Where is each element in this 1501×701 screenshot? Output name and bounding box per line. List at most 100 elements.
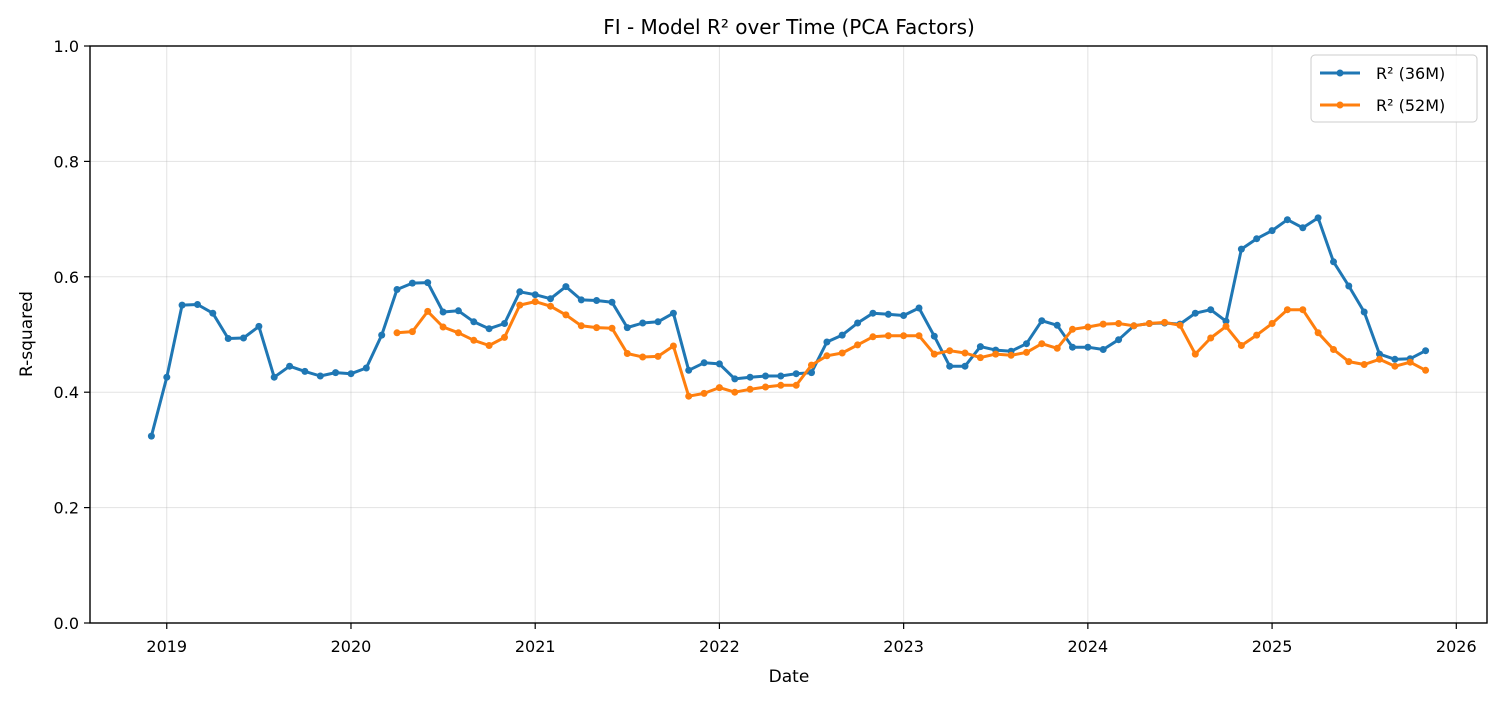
- data-point: [946, 347, 954, 355]
- y-tick-label: 0.2: [54, 499, 79, 518]
- data-point: [823, 352, 831, 360]
- data-point: [1161, 318, 1169, 326]
- data-point: [838, 349, 846, 357]
- data-point: [1130, 322, 1138, 330]
- data-point: [1376, 350, 1383, 358]
- data-point: [884, 310, 892, 318]
- data-point: [362, 364, 370, 372]
- data-point: [593, 324, 601, 332]
- data-point: [1330, 346, 1337, 353]
- data-point: [1406, 358, 1414, 366]
- data-point: [1145, 320, 1153, 327]
- data-point: [1422, 366, 1430, 374]
- data-point: [715, 360, 723, 368]
- y-tick-label: 0.0: [54, 614, 79, 633]
- data-point: [1253, 331, 1261, 339]
- data-point: [639, 319, 647, 327]
- data-point: [178, 301, 186, 309]
- data-point: [516, 301, 524, 309]
- y-tick-label: 0.4: [54, 383, 79, 402]
- data-point: [1422, 347, 1430, 355]
- legend-marker-36m: [1336, 69, 1344, 77]
- data-point: [1314, 329, 1322, 337]
- data-point: [439, 323, 447, 331]
- data-point: [869, 309, 877, 317]
- data-point: [378, 331, 386, 339]
- data-point: [1299, 224, 1307, 232]
- data-point: [577, 322, 585, 330]
- data-point: [792, 370, 800, 378]
- data-point: [639, 353, 647, 361]
- data-point: [531, 298, 539, 306]
- data-point: [915, 304, 923, 312]
- data-point: [147, 432, 155, 440]
- data-point: [976, 343, 984, 351]
- data-point: [301, 367, 309, 375]
- series-1: [393, 298, 1430, 400]
- data-point: [746, 385, 754, 393]
- data-point: [1053, 344, 1061, 352]
- data-point: [1069, 325, 1076, 333]
- data-point: [1115, 320, 1123, 327]
- x-tick-label: 2020: [331, 637, 372, 656]
- data-point: [1007, 351, 1015, 359]
- data-point: [577, 296, 585, 304]
- data-point: [654, 318, 662, 326]
- data-point: [946, 362, 954, 370]
- data-point: [731, 375, 739, 383]
- data-point: [854, 341, 862, 349]
- data-point: [1314, 214, 1322, 222]
- data-point: [408, 279, 416, 287]
- data-point: [316, 372, 324, 380]
- data-point: [439, 308, 447, 316]
- data-point: [1268, 227, 1276, 235]
- data-point: [1115, 336, 1123, 344]
- y-tick-label: 0.8: [54, 152, 79, 171]
- data-point: [224, 335, 232, 342]
- data-point: [792, 381, 800, 389]
- y-tick-label: 0.6: [54, 268, 79, 287]
- data-point: [746, 373, 754, 381]
- data-point: [608, 324, 616, 332]
- data-point: [1191, 350, 1199, 358]
- data-point: [1191, 309, 1199, 317]
- data-point: [777, 372, 785, 380]
- data-point: [454, 307, 462, 315]
- data-point: [823, 338, 831, 346]
- x-tick-label: 2023: [883, 637, 924, 656]
- data-point: [1176, 321, 1184, 329]
- data-point: [669, 309, 677, 317]
- legend-label-52m: R² (52M): [1376, 96, 1445, 115]
- data-point: [976, 354, 984, 362]
- plot-area-frame: [89, 45, 1488, 624]
- data-point: [1253, 235, 1261, 243]
- data-point: [393, 329, 401, 337]
- data-point: [1053, 321, 1061, 329]
- data-point: [424, 279, 432, 287]
- data-point: [992, 350, 1000, 358]
- data-point: [669, 342, 677, 350]
- data-point: [623, 350, 631, 357]
- x-tick-label: 2024: [1067, 637, 1108, 656]
- data-point: [408, 328, 416, 336]
- data-point: [194, 301, 201, 308]
- data-point: [1360, 361, 1368, 368]
- data-point: [286, 362, 294, 370]
- data-point: [163, 373, 171, 381]
- x-tick-label: 2022: [699, 637, 740, 656]
- data-point: [1376, 355, 1383, 363]
- data-point: [715, 384, 723, 392]
- data-point: [1023, 348, 1030, 356]
- data-point: [777, 381, 785, 389]
- data-point: [1391, 362, 1399, 370]
- data-point: [854, 319, 862, 327]
- data-point: [470, 318, 478, 326]
- data-point: [1330, 258, 1337, 266]
- data-point: [700, 359, 708, 367]
- data-point: [1222, 322, 1230, 330]
- x-tick-label: 2025: [1252, 637, 1293, 656]
- data-point: [562, 311, 570, 319]
- data-point: [838, 331, 846, 339]
- data-point: [930, 332, 938, 340]
- x-tick-label: 2021: [515, 637, 556, 656]
